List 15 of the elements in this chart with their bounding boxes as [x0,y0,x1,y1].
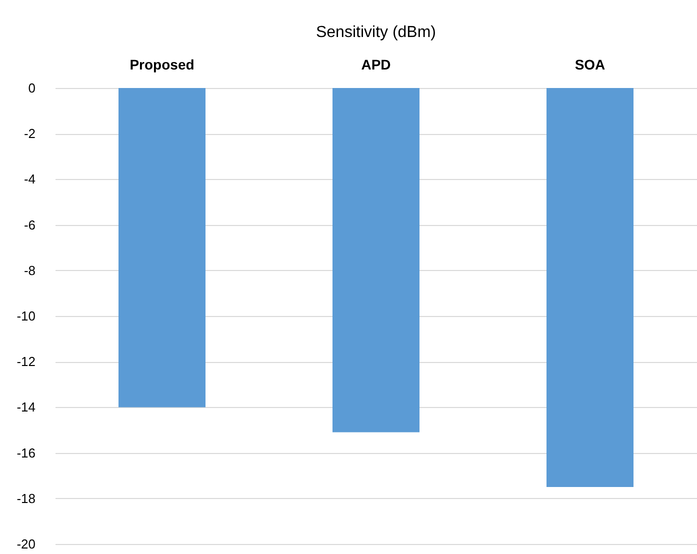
y-tick-label: -16 [16,445,36,460]
y-tick-label: -20 [16,536,36,552]
y-tick-label: -8 [24,262,36,278]
x-tick-label: SOA [574,56,606,72]
y-tick-label: -10 [16,308,36,324]
y-tick-label: -2 [24,126,36,142]
x-tick-label: Proposed [130,56,194,72]
y-tick-label: -18 [16,490,36,506]
chart-title: Sensitivity (dBm) [316,24,436,41]
y-tick-label: 0 [28,80,36,96]
x-tick-label: APD [361,56,391,72]
y-tick-label: -6 [24,217,36,232]
y-tick-label: -4 [24,172,36,187]
y-tick-label: -14 [16,400,36,415]
y-tick-label: -12 [16,354,36,370]
